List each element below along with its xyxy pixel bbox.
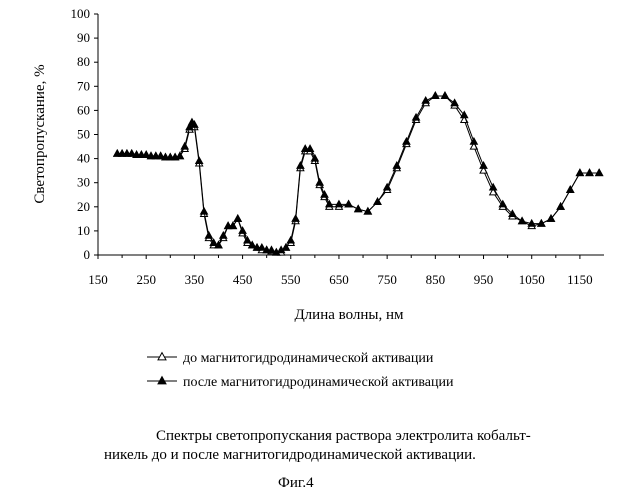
data-point bbox=[287, 237, 294, 243]
data-point bbox=[239, 227, 246, 233]
x-tick-labels: 150 250 350 450 550 650 750 850 950 1050 1150 bbox=[88, 272, 592, 287]
y-tick-label: 80 bbox=[77, 54, 90, 69]
x-tick-label: 250 bbox=[136, 272, 156, 287]
data-point bbox=[205, 232, 212, 238]
data-point bbox=[596, 169, 603, 175]
legend-label: до магнитогидродинамической активации bbox=[183, 351, 434, 366]
spectra-chart: 150 250 350 450 550 650 750 850 950 1050 1150 0 10 2… bbox=[0, 0, 638, 420]
y-tick-label: 20 bbox=[77, 199, 90, 214]
figure-label: Фиг.4 bbox=[278, 475, 314, 492]
data-point bbox=[519, 217, 526, 223]
data-point bbox=[181, 143, 188, 149]
x-tick-label: 1150 bbox=[567, 272, 593, 287]
y-tick-label: 60 bbox=[77, 102, 90, 117]
x-tick-label: 350 bbox=[185, 272, 205, 287]
data-point bbox=[307, 145, 314, 151]
x-tick-label: 450 bbox=[233, 272, 253, 287]
x-tick-label: 550 bbox=[281, 272, 301, 287]
y-tick-label: 30 bbox=[77, 175, 90, 190]
data-point bbox=[316, 179, 323, 185]
series-layer bbox=[114, 92, 603, 255]
caption-line-1: Спектры светопропускания раствора электр… bbox=[156, 427, 531, 446]
y-tick-labels: 0 10 20 30 40 50 60 70 80 90 100 bbox=[71, 6, 91, 262]
y-tick-label: 40 bbox=[77, 151, 90, 166]
data-point bbox=[258, 244, 265, 250]
data-point bbox=[576, 169, 583, 175]
data-point bbox=[292, 215, 299, 221]
data-point bbox=[586, 169, 593, 175]
data-point bbox=[567, 186, 574, 192]
caption-line-2: никель до и после магнитогидродинамическ… bbox=[104, 446, 476, 465]
y-tick-label: 10 bbox=[77, 223, 90, 238]
data-point bbox=[538, 220, 545, 226]
x-tick-label: 750 bbox=[377, 272, 397, 287]
data-point bbox=[432, 92, 439, 98]
data-point bbox=[196, 157, 203, 163]
legend-marker bbox=[158, 353, 166, 360]
x-tick-label: 950 bbox=[474, 272, 494, 287]
data-point bbox=[557, 203, 564, 209]
data-point bbox=[234, 215, 241, 221]
legend: до магнитогидродинамической активации пос… bbox=[147, 351, 454, 390]
y-axis-title: Светопропускание, % bbox=[32, 64, 48, 203]
y-tick-label: 50 bbox=[77, 127, 90, 142]
data-point bbox=[441, 92, 448, 98]
legend-label: после магнитогидродинамической активации bbox=[183, 375, 454, 390]
x-axis-title: Длина волны, нм bbox=[294, 307, 404, 323]
x-tick-label: 650 bbox=[329, 272, 349, 287]
data-point bbox=[355, 205, 362, 211]
data-point bbox=[345, 201, 352, 207]
x-tick-label: 150 bbox=[88, 272, 108, 287]
data-point bbox=[297, 162, 304, 168]
data-point bbox=[268, 246, 275, 252]
y-tick-label: 100 bbox=[71, 6, 91, 21]
x-tick-label: 850 bbox=[426, 272, 446, 287]
data-point bbox=[335, 201, 342, 207]
data-point bbox=[201, 208, 208, 214]
x-tick-label: 1050 bbox=[519, 272, 545, 287]
legend-item: до магнитогидродинамической активации bbox=[147, 351, 434, 366]
series-line bbox=[117, 96, 599, 253]
series-line bbox=[117, 96, 599, 253]
data-point bbox=[422, 97, 429, 103]
series-after-activation bbox=[114, 92, 603, 255]
y-tick-label: 0 bbox=[84, 247, 91, 262]
y-tick-label: 70 bbox=[77, 78, 90, 93]
y-tick-label: 90 bbox=[77, 30, 90, 45]
legend-item: после магнитогидродинамической активации bbox=[147, 375, 454, 390]
series-before-activation bbox=[114, 92, 603, 255]
legend-marker bbox=[158, 377, 166, 384]
